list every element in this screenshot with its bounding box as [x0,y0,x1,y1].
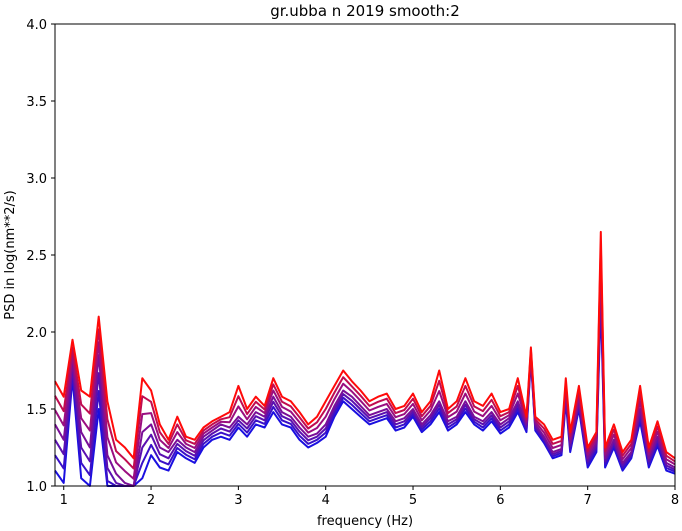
y-tick-label: 3.0 [26,172,47,187]
x-tick-label: 6 [496,493,504,508]
y-tick-label: 1.0 [26,480,47,495]
series-layer [54,230,676,487]
x-tick-label: 7 [584,493,592,508]
x-tick-label: 5 [409,493,417,508]
x-tick-label: 3 [234,493,242,508]
y-axis-label: PSD in log(nm**2/s) [3,190,18,320]
x-axis-label: frequency (Hz) [317,514,413,529]
x-tick-label: 2 [147,493,155,508]
x-tick-label: 1 [60,493,68,508]
y-axis: 1.0 1.5 2.0 2.5 3.0 3.5 4.0 [26,18,55,495]
chart-title: gr.ubba n 2019 smooth:2 [270,2,460,20]
psd-series-line [54,230,676,460]
y-tick-label: 2.0 [26,326,47,341]
x-tick-label: 4 [322,493,330,508]
y-tick-label: 1.5 [26,403,47,418]
y-tick-label: 2.5 [26,249,47,264]
y-tick-label: 4.0 [26,18,47,33]
x-axis: 1 2 3 4 5 6 7 8 [60,486,679,508]
y-tick-label: 3.5 [26,95,47,110]
x-tick-label: 8 [671,493,679,508]
